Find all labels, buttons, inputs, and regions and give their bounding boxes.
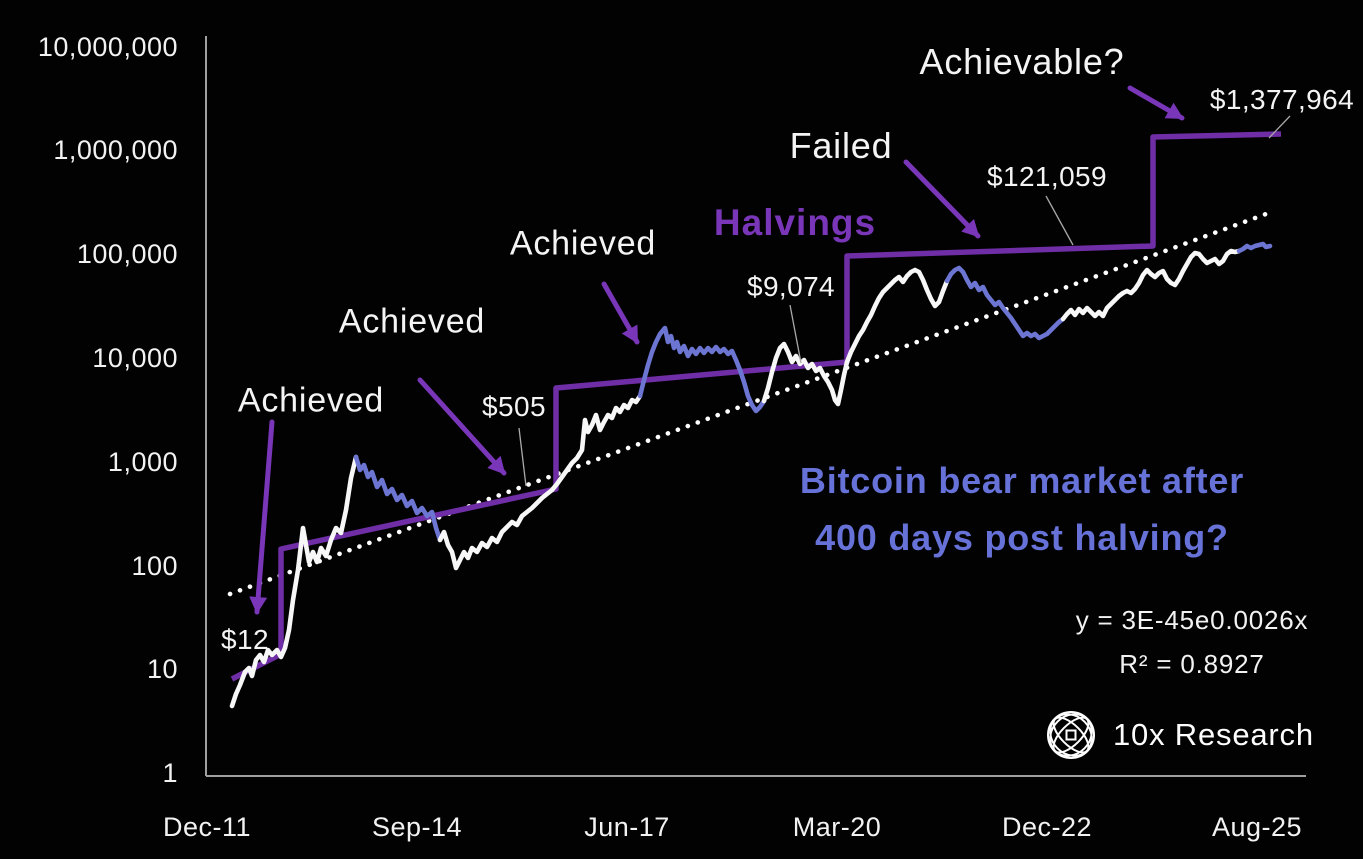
annotation-achieved-3: Achieved — [509, 224, 657, 263]
price-label-505: $505 — [482, 391, 546, 422]
r-squared-line: R² = 0.8927 — [1119, 649, 1265, 679]
y-tick-label: 100,000 — [76, 239, 178, 269]
x-tick-label: Mar-20 — [792, 812, 882, 842]
brand-logo: 10x Research — [1045, 709, 1314, 761]
y-tick-label: 1 — [162, 758, 178, 788]
y-tick-label: 100 — [131, 551, 178, 581]
equation-line: y = 3E-45e0.0026x — [1075, 605, 1309, 635]
x-tick-label: Dec-22 — [1001, 812, 1093, 842]
price-label-9074: $9,074 — [746, 271, 836, 302]
10x-research-logo-icon — [1047, 711, 1095, 759]
annotation-halvings: Halvings — [713, 202, 877, 243]
regression-equation: y = 3E-45e0.0026x R² = 0.8927 — [1076, 598, 1309, 686]
x-tick-label: Sep-14 — [371, 812, 463, 842]
10x-research-logo-text: 10x Research — [1113, 717, 1314, 752]
x-tick-label: Jun-17 — [584, 812, 670, 842]
annotation-achievable: Achievable? — [919, 41, 1125, 82]
x-tick-label: Aug-25 — [1211, 812, 1303, 842]
y-tick-label: 1,000,000 — [53, 135, 178, 165]
y-tick-label: 10,000 — [92, 343, 178, 373]
price-label-1377964: $1,377,964 — [1209, 84, 1355, 115]
price-label-12: $12 — [221, 624, 269, 655]
y-tick-label: 10,000,000 — [37, 32, 178, 62]
annotation-achieved-1: Achieved — [237, 381, 385, 420]
caption-line-1: Bitcoin bear market after — [799, 460, 1245, 501]
price-label-121059: $121,059 — [987, 161, 1107, 192]
y-tick-label: 10 — [146, 654, 178, 684]
annotation-failed: Failed — [789, 125, 893, 166]
caption-line-2: 400 days post halving? — [815, 517, 1229, 558]
caption-bear-market: Bitcoin bear market after 400 days post … — [800, 452, 1244, 566]
annotation-achieved-2: Achieved — [338, 302, 486, 341]
y-tick-label: 1,000 — [107, 447, 178, 477]
x-tick-label: Dec-11 — [162, 812, 252, 842]
